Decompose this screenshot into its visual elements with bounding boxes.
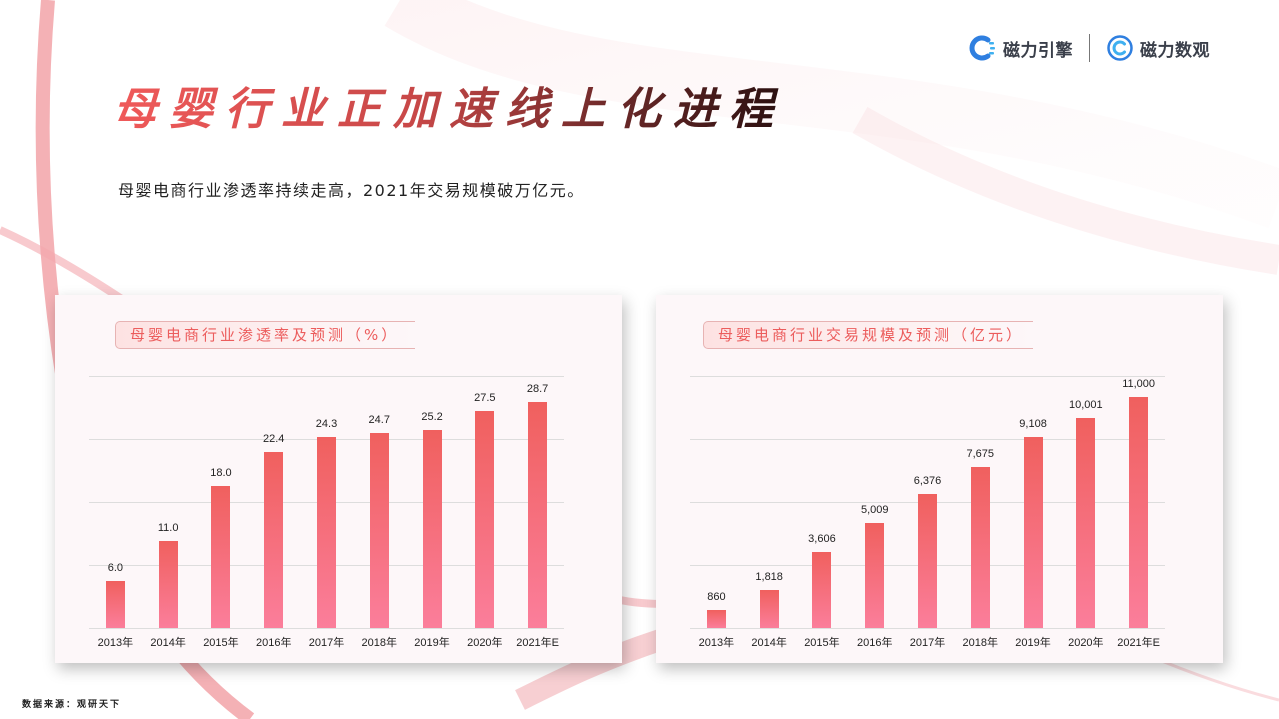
bar — [422, 429, 442, 628]
x-axis-label: 2016年 — [856, 637, 893, 649]
chart-card-penetration-rate: 母婴电商行业渗透率及预测（%） 6.0 2013年 11.0 2014年 18.0 201… — [55, 295, 622, 663]
bar-chart-penetration: 6.0 2013年 11.0 2014年 18.0 2015年 22.4 2016年 24.3 2… — [89, 376, 564, 649]
bar — [1023, 436, 1043, 628]
bar-value-label: 11.0 — [157, 522, 179, 535]
bar-value-label: 28.7 — [526, 382, 549, 395]
x-axis-label: 2015年 — [804, 637, 840, 649]
bar — [317, 436, 336, 628]
bar — [528, 401, 548, 628]
x-axis-label: 2014年 — [150, 637, 186, 649]
x-axis-label: 2015年 — [203, 637, 239, 649]
chart-card-transaction-scale: 母婴电商行业交易规模及预测（亿元） 860 2013年 1,818 2014年 3,60… — [656, 295, 1223, 663]
gridline — [690, 628, 1165, 629]
bar — [812, 552, 832, 628]
bar — [918, 494, 937, 628]
x-axis-label: 2017年 — [909, 637, 946, 649]
bar-value-label: 27.5 — [474, 392, 496, 405]
bar-value-label: 7,675 — [966, 447, 995, 460]
brand-logos: 磁力引擎 磁力数观 — [967, 33, 1210, 63]
logo-text: 磁力引擎 — [1003, 40, 1073, 61]
gridline — [89, 628, 564, 629]
x-axis-label: 2014年 — [751, 637, 787, 649]
data-source-note: 数据来源：观研天下 — [22, 700, 122, 710]
x-axis-label: 2020年 — [467, 637, 503, 649]
bar — [369, 433, 389, 628]
logo-cili-shuguan: 磁力数观 — [1106, 34, 1210, 62]
bar — [865, 522, 885, 628]
bar-value-label: 1,818 — [755, 570, 783, 583]
gridline — [690, 376, 1165, 377]
gridline — [89, 376, 564, 377]
bar-value-label: 11,000 — [1122, 378, 1156, 390]
page-title: 母婴行业正加速线上化进程 — [113, 73, 785, 137]
bar — [706, 609, 726, 628]
logo-text: 磁力数观 — [1140, 40, 1210, 61]
x-axis-label: 2018年 — [962, 637, 998, 649]
x-axis-label: 2017年 — [308, 637, 345, 649]
chart-title: 母婴电商行业交易规模及预测（亿元） — [703, 321, 1033, 349]
gridline — [690, 439, 1165, 440]
x-axis-label: 2016年 — [255, 637, 292, 649]
x-axis-label: 2019年 — [1015, 637, 1051, 649]
bar — [105, 580, 125, 628]
chart-title: 母婴电商行业渗透率及预测（%） — [115, 321, 415, 349]
bar-value-label: 3,606 — [808, 533, 836, 546]
logo-cili-engine: 磁力引擎 — [967, 33, 1073, 63]
x-axis-label: 2021年E — [1117, 637, 1161, 649]
bar — [264, 451, 284, 628]
x-axis-label: 2019年 — [414, 637, 450, 649]
cili-shuguan-logo-icon — [1107, 35, 1133, 61]
bar-value-label: 10,001 — [1069, 398, 1103, 411]
bar — [158, 541, 178, 628]
bar-value-label: 25.2 — [421, 410, 443, 423]
bar — [211, 486, 231, 628]
bar-value-label: 22.4 — [263, 432, 285, 445]
x-axis-label: 2021年E — [516, 637, 560, 649]
x-axis-label: 2013年 — [97, 637, 134, 649]
bar-value-label: 6.0 — [107, 561, 124, 574]
x-axis-label: 2018年 — [361, 637, 397, 649]
cili-engine-logo-icon — [969, 35, 995, 61]
bar-value-label: 24.3 — [315, 417, 338, 430]
bar — [1076, 417, 1096, 628]
x-axis-label: 2013年 — [698, 637, 735, 649]
bar — [475, 411, 495, 628]
bar-value-label: 9,108 — [1019, 417, 1047, 430]
page-subtitle: 母婴电商行业渗透率持续走高，2021年交易规模破万亿元。 — [118, 181, 585, 200]
logo-divider — [1089, 34, 1090, 62]
bar — [759, 589, 779, 628]
x-axis-label: 2020年 — [1068, 637, 1104, 649]
bar — [1129, 397, 1149, 628]
bar-value-label: 860 — [707, 590, 726, 603]
bar-value-label: 6,376 — [913, 475, 942, 488]
bar-value-label: 18.0 — [210, 467, 232, 480]
bar-value-label: 5,009 — [860, 503, 889, 516]
bar-value-label: 24.7 — [368, 414, 390, 427]
bar-chart-transaction: 860 2013年 1,818 2014年 3,606 2015年 5,009 2016年 6,… — [690, 376, 1165, 649]
bar — [970, 466, 990, 628]
